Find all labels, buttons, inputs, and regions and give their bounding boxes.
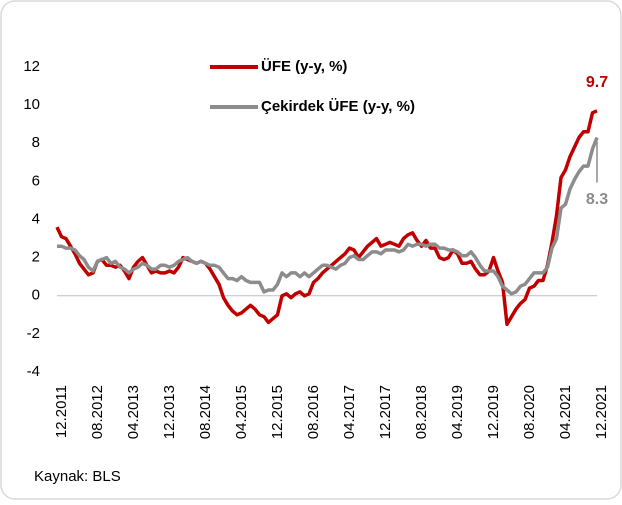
x-tick-label: 08.2014 [197, 385, 214, 439]
x-tick-label: 12.2013 [161, 385, 178, 439]
x-tick-label: 04.2021 [557, 385, 574, 439]
legend-label: Çekirdek ÜFE (y-y, %) [261, 98, 415, 115]
x-tick-label: 08.2020 [521, 385, 538, 439]
x-tick-label: 12.2021 [593, 385, 610, 439]
x-tick-label: 12.2015 [269, 385, 286, 439]
y-tick-label: 0 [32, 287, 40, 304]
y-tick-label: -4 [27, 363, 40, 380]
x-tick-label: 12.2011 [53, 385, 70, 438]
legend-label: ÜFE (y-y, %) [261, 58, 347, 75]
x-tick-label: 04.2017 [341, 385, 358, 439]
x-tick-label: 04.2015 [233, 385, 250, 439]
y-tick-label: 2 [32, 249, 40, 266]
series-line [57, 136, 599, 296]
data-label: 9.7 [586, 74, 608, 91]
source-note: Kaynak: BLS [34, 468, 121, 485]
y-tick-label: 12 [23, 58, 40, 75]
x-tick-label: 08.2018 [413, 385, 430, 439]
x-tick-label: 04.2013 [125, 385, 142, 439]
x-tick-label: 08.2012 [89, 385, 106, 439]
x-tick-label: 12.2017 [377, 385, 394, 439]
data-label: 8.3 [586, 191, 608, 208]
y-tick-label: 6 [32, 172, 40, 189]
y-tick-label: 10 [23, 96, 40, 113]
y-tick-label: 4 [32, 210, 40, 227]
y-tick-label: -2 [27, 325, 40, 342]
x-tick-label: 04.2019 [449, 385, 466, 439]
x-tick-label: 12.2019 [485, 385, 502, 439]
x-tick-label: 08.2016 [305, 385, 322, 439]
y-tick-label: 8 [32, 134, 40, 151]
